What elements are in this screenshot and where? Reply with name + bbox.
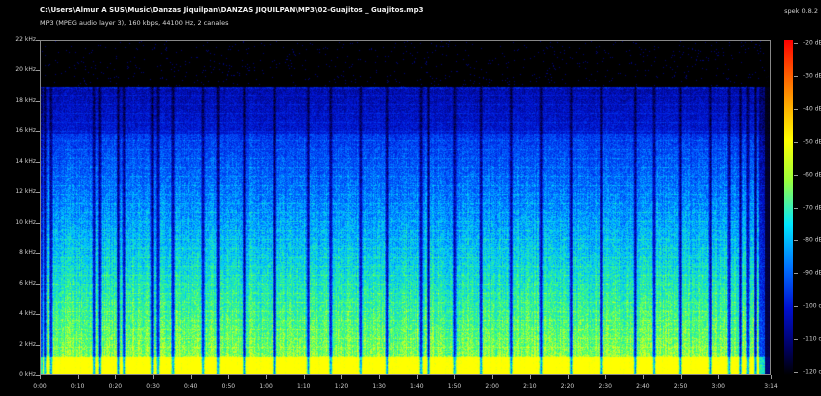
time-tick-mark — [416, 375, 418, 379]
db-tick-mark — [794, 372, 798, 373]
time-tick-mark — [642, 375, 644, 379]
time-tick-label: 1:00 — [259, 383, 273, 390]
time-tick-label: 1:40 — [410, 383, 424, 390]
frequency-tick-label: 16 kHz — [15, 127, 36, 135]
db-tick-label: -30 dB — [803, 72, 821, 80]
frequency-tick-label: 20 kHz — [15, 66, 36, 74]
time-tick-mark — [529, 375, 531, 379]
time-tick-label: 2:40 — [636, 383, 650, 390]
frequency-tick-mark — [36, 375, 40, 376]
time-tick-label: 0:50 — [221, 383, 236, 390]
db-tick-mark — [794, 75, 798, 77]
db-tick-mark — [794, 240, 798, 242]
time-tick-mark — [77, 375, 79, 379]
time-tick-label: 0:30 — [146, 383, 160, 390]
db-tick-mark — [794, 174, 798, 176]
db-tick-label: -120 dB — [803, 368, 821, 376]
time-tick-mark — [341, 375, 343, 379]
frequency-tick-label: 14 kHz — [15, 157, 36, 165]
db-tick-mark — [794, 339, 798, 341]
time-tick-mark — [190, 375, 192, 379]
frequency-tick-label: 18 kHz — [15, 96, 36, 104]
time-tick-label: 2:10 — [523, 383, 537, 390]
frequency-tick-mark — [36, 131, 40, 133]
db-tick-label: -70 dB — [803, 204, 821, 211]
file-path-title: C:\Users\Almur A SUS\Music\Danzas Jiquil… — [40, 6, 424, 14]
db-tick-label: -20 dB — [803, 39, 821, 47]
time-tick-mark — [303, 375, 305, 379]
app-version: spek 0.8.2 — [784, 7, 818, 15]
frequency-tick-mark — [36, 314, 40, 316]
db-tick-mark — [794, 207, 798, 209]
db-tick-mark — [794, 273, 798, 275]
time-tick-mark — [266, 375, 268, 379]
db-tick-label: -40 dB — [803, 105, 821, 113]
frequency-tick-mark — [36, 70, 40, 72]
frequency-tick-mark — [36, 40, 40, 41]
time-tick-mark — [40, 375, 41, 379]
db-tick-label: -80 dB — [803, 236, 821, 244]
frequency-tick-mark — [36, 222, 40, 224]
time-tick-label: 1:50 — [447, 383, 462, 390]
db-color-scale — [784, 40, 793, 375]
time-tick-label: 0:00 — [33, 383, 47, 390]
time-tick-label: 1:30 — [372, 383, 386, 390]
time-tick-mark — [228, 375, 230, 379]
frequency-tick-label: 2 kHz — [19, 340, 36, 348]
frequency-tick-label: 6 kHz — [19, 279, 36, 287]
frequency-tick-label: 10 kHz — [15, 218, 36, 226]
time-tick-label: 3:00 — [711, 383, 725, 390]
db-tick-label: -60 dB — [803, 171, 821, 179]
db-tick-label: -90 dB — [803, 269, 821, 277]
time-tick-mark — [153, 375, 155, 379]
frequency-tick-label: 22 kHz — [15, 36, 36, 43]
frequency-tick-label: 4 kHz — [19, 310, 36, 318]
frequency-tick-mark — [36, 161, 40, 163]
time-tick-mark — [115, 375, 117, 379]
frequency-tick-mark — [36, 344, 40, 346]
time-tick-label: 1:20 — [334, 383, 349, 390]
time-tick-mark — [680, 375, 682, 379]
time-tick-label: 0:40 — [183, 383, 198, 390]
frequency-tick-mark — [36, 283, 40, 285]
db-tick-label: -110 dB — [803, 335, 821, 343]
file-info: MP3 (MPEG audio layer 3), 160 kbps, 4410… — [40, 19, 229, 27]
frequency-tick-label: 8 kHz — [19, 249, 36, 257]
time-tick-mark — [492, 375, 494, 379]
time-tick-mark — [454, 375, 456, 379]
frequency-tick-label: 0 kHz — [19, 371, 36, 378]
db-tick-label: -100 dB — [803, 302, 821, 310]
db-tick-mark — [794, 306, 798, 308]
time-tick-label: 2:00 — [485, 383, 499, 390]
db-tick-mark — [794, 108, 798, 110]
time-tick-mark — [771, 375, 772, 379]
time-tick-label: 2:30 — [598, 383, 612, 390]
spectrogram-canvas — [41, 41, 770, 374]
frequency-tick-mark — [36, 253, 40, 255]
time-tick-mark — [718, 375, 720, 379]
frequency-tick-mark — [36, 192, 40, 194]
db-tick-mark — [794, 141, 798, 143]
time-tick-label: 0:10 — [70, 383, 85, 390]
time-tick-label: 3:14 — [764, 383, 778, 390]
time-tick-label: 0:20 — [108, 383, 123, 390]
time-tick-label: 2:20 — [560, 383, 575, 390]
time-tick-label: 1:10 — [297, 383, 311, 390]
db-tick-label: -50 dB — [803, 138, 821, 146]
time-tick-mark — [567, 375, 569, 379]
time-tick-mark — [379, 375, 381, 379]
time-tick-mark — [605, 375, 607, 379]
spectrogram-view — [40, 40, 771, 375]
db-tick-mark — [794, 43, 798, 44]
frequency-tick-mark — [36, 100, 40, 102]
frequency-tick-label: 12 kHz — [15, 188, 36, 196]
time-tick-label: 2:50 — [673, 383, 688, 390]
